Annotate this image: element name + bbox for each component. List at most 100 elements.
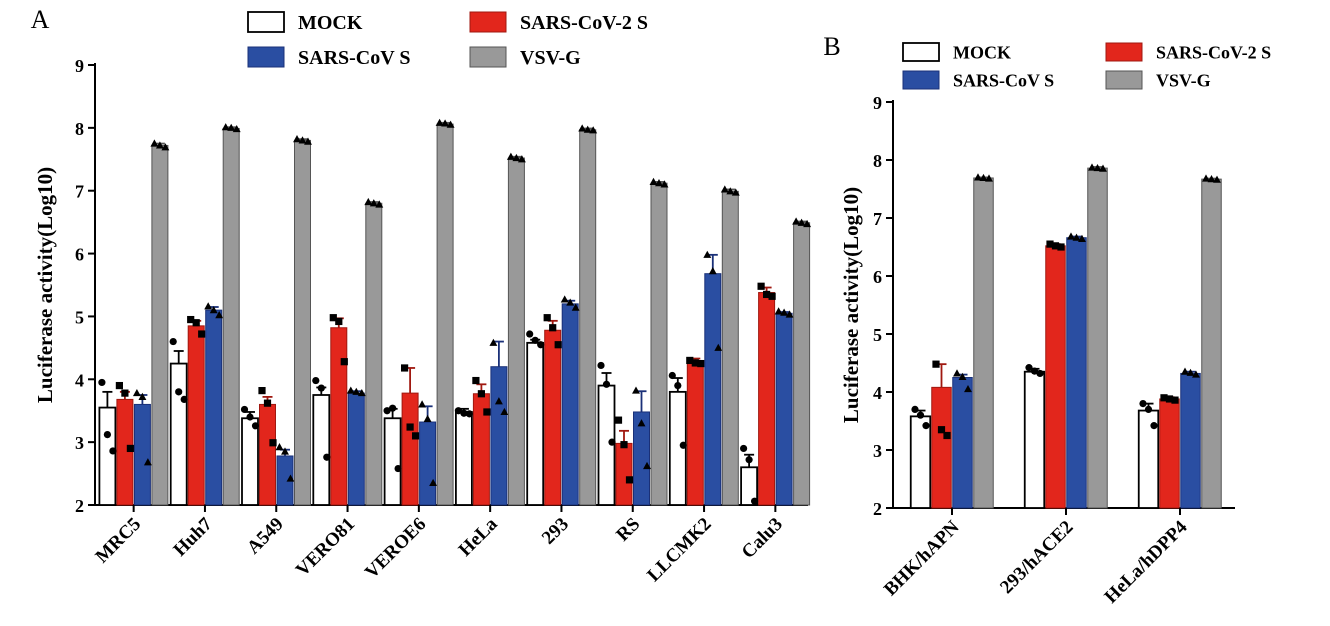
bar [1045, 245, 1066, 509]
y-tick-label: 7 [75, 182, 84, 202]
bar [419, 421, 437, 506]
panel-a: 2 3 4 5 6 7 8 9 Luciferase activity(Log10) MRC5 Hu… [33, 11, 812, 586]
legend-label: SARS-CoV S [953, 70, 1054, 90]
data-point [803, 219, 812, 228]
bar [151, 144, 169, 506]
bar [98, 406, 117, 506]
data-point [357, 388, 366, 397]
data-point [161, 143, 170, 151]
data-point [649, 177, 658, 185]
data-point [571, 303, 580, 311]
bar [1180, 372, 1201, 509]
data-point [1181, 367, 1189, 375]
data-point [121, 389, 129, 397]
data-point [751, 497, 759, 505]
data-point [115, 381, 123, 390]
data-point [1030, 367, 1039, 375]
data-point [597, 361, 605, 370]
bar [169, 362, 188, 506]
y-tick-label: 9 [75, 56, 84, 76]
data-point [679, 441, 687, 449]
data-point [1099, 164, 1107, 172]
bar [294, 139, 311, 506]
y-tick-label: 2 [873, 499, 882, 519]
data-point [312, 376, 320, 385]
data-point [768, 292, 776, 300]
data-point [792, 217, 801, 225]
bar [952, 377, 973, 509]
data-point [1057, 243, 1065, 251]
data-point [731, 188, 740, 196]
bar [526, 341, 545, 506]
data-point [109, 447, 117, 455]
x-category-label: LLCMK2 [643, 514, 715, 586]
bar [686, 361, 704, 506]
data-point [258, 387, 266, 395]
bar [490, 366, 508, 506]
x-category-label: A549 [243, 514, 288, 559]
data-point [785, 310, 794, 318]
data-point [979, 173, 988, 182]
data-point [1213, 175, 1221, 183]
y-tick-label: 5 [873, 325, 882, 345]
data-point [774, 307, 783, 315]
data-point [155, 141, 164, 149]
data-point [221, 123, 230, 131]
bar [544, 329, 562, 506]
x-category-label: Huh7 [170, 513, 217, 560]
bar [259, 403, 276, 506]
data-point [418, 400, 427, 408]
bar [615, 442, 633, 506]
bar [909, 415, 932, 509]
data-point [126, 444, 134, 453]
data-point [674, 381, 682, 390]
bar [116, 398, 134, 506]
data-point [1202, 174, 1210, 182]
y-tick-label: 6 [873, 267, 882, 287]
data-point [286, 474, 295, 482]
data-point [655, 179, 663, 187]
bar [1023, 370, 1046, 509]
data-point [293, 135, 301, 143]
data-point [209, 306, 218, 314]
bar [775, 312, 793, 506]
legend-swatch [902, 70, 940, 90]
data-point [932, 360, 940, 368]
data-point [780, 308, 789, 316]
data-point [435, 118, 444, 126]
bar [436, 123, 454, 506]
x-category-label: 293 [538, 514, 573, 549]
y-tick-label: 7 [873, 209, 882, 229]
legend-label: SARS-CoV S [298, 47, 410, 69]
bar [561, 303, 579, 506]
bar [650, 182, 668, 506]
data-point [1165, 395, 1174, 403]
panel-b: 2 3 4 5 6 7 8 9 Luciferase activity(Log10) BHK/hA… [839, 42, 1271, 608]
y-axis-title: Luciferase activity(Log10) [33, 167, 57, 403]
legend-label: SARS-CoV-2 S [520, 12, 648, 34]
x-category-label: RS [612, 514, 644, 546]
data-point [632, 386, 640, 394]
bar [222, 127, 240, 506]
data-point [187, 315, 195, 324]
data-point [446, 120, 455, 128]
data-point [797, 218, 806, 226]
data-point [175, 388, 183, 396]
y-tick-label: 5 [75, 307, 84, 327]
data-point [1207, 175, 1216, 183]
data-point [263, 399, 272, 407]
data-point [1186, 368, 1195, 376]
data-point [1078, 234, 1086, 242]
data-point [281, 447, 289, 455]
data-point [583, 125, 592, 133]
y-tick-label: 3 [75, 433, 84, 453]
bar [1087, 167, 1108, 509]
bar [241, 417, 259, 506]
data-point [169, 337, 177, 346]
data-point [686, 356, 694, 365]
bar [330, 327, 348, 506]
data-point [922, 422, 930, 430]
legend-label: SARS-CoV-2 S [1156, 42, 1271, 62]
y-tick-label: 2 [75, 496, 84, 516]
bar [383, 417, 402, 506]
